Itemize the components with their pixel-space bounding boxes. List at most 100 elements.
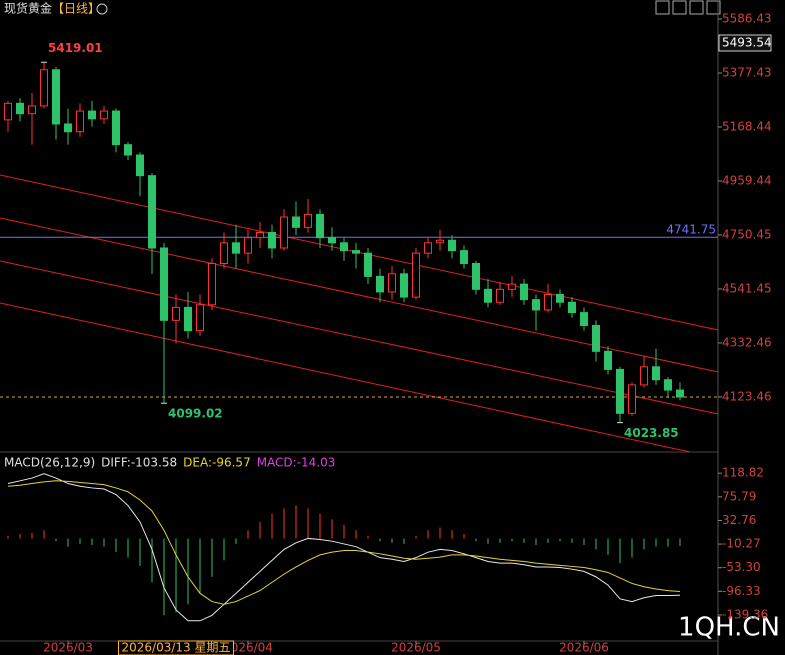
channel-line	[0, 302, 691, 453]
candle-body	[196, 304, 204, 332]
y-tick-label: -53.30	[722, 560, 761, 574]
candle-body	[256, 231, 264, 239]
candle-body	[436, 239, 444, 244]
crosshair-label: 2026/03/13 星期五	[122, 641, 231, 655]
candle-body	[448, 239, 456, 252]
candle-body	[280, 216, 288, 249]
candle-body	[580, 312, 588, 326]
y-tick-label: 75.79	[722, 489, 756, 503]
y-tick-label: 4123.46	[722, 389, 772, 403]
y-tick-label: 4959.44	[722, 173, 772, 187]
y-tick-label: 4750.45	[722, 227, 772, 241]
y-tick-label: 5168.44	[722, 119, 772, 133]
crosshair-box	[118, 640, 234, 655]
y-tick-label: 118.82	[722, 466, 764, 480]
watermark: 1QH.CN	[678, 613, 780, 643]
chart-period: 【日线】	[52, 2, 100, 16]
candle-body	[16, 102, 24, 115]
y-tick-label: 4541.45	[722, 281, 772, 295]
indicator-label: MACD(26,12,9)	[4, 456, 95, 470]
candle-body	[172, 306, 180, 321]
candle-body	[676, 389, 684, 398]
candle-body	[364, 252, 372, 277]
candle-body	[292, 216, 300, 228]
candle-body	[484, 288, 492, 303]
macd-line	[7, 473, 681, 622]
candle-body	[604, 350, 612, 370]
candle-body	[352, 250, 360, 254]
candle-body	[520, 283, 528, 301]
candle-body	[160, 247, 168, 321]
candle-body	[592, 324, 600, 352]
candle-body	[376, 275, 384, 293]
candle-body	[412, 252, 420, 298]
candle-body	[148, 175, 156, 249]
candle-body	[208, 262, 216, 306]
candle-body	[268, 231, 276, 249]
tool-button[interactable]	[706, 0, 721, 15]
candle-body	[568, 301, 576, 314]
candle-body	[460, 250, 468, 264]
macd-line	[7, 480, 681, 605]
x-tick-label: 2026/04	[223, 641, 273, 655]
candle-body	[136, 154, 144, 177]
candle-body	[220, 242, 228, 264]
candle-body	[64, 123, 72, 133]
candle-body	[616, 368, 624, 414]
candle-body	[100, 110, 108, 120]
indicator-label: MACD:-14.03	[257, 456, 336, 470]
candle-body	[424, 242, 432, 254]
candle-body	[124, 144, 132, 156]
candle-body	[88, 110, 96, 120]
x-tick-label: 2026/03	[43, 641, 93, 655]
channel-line	[0, 260, 719, 415]
candle-body	[328, 237, 336, 244]
candle-body	[304, 213, 312, 228]
y-tick-label: 5377.43	[722, 65, 772, 79]
candle-body	[400, 273, 408, 298]
candle-body	[316, 213, 324, 239]
candle-body	[244, 237, 252, 254]
annotation: 4099.02	[168, 407, 223, 421]
candle-body	[28, 105, 36, 115]
candle-body	[532, 299, 540, 311]
candle-body	[652, 366, 660, 381]
candle-body	[496, 288, 504, 303]
price-marker-box	[718, 34, 772, 52]
annotation: 5419.01	[48, 41, 103, 55]
y-tick-label: -10.27	[722, 537, 761, 551]
toolbar	[655, 0, 721, 15]
y-tick-label: 4332.46	[722, 335, 772, 349]
y-tick-label: -139.36	[722, 607, 768, 621]
candle-body	[52, 69, 60, 125]
candle-body	[232, 242, 240, 254]
tool-button[interactable]	[672, 0, 687, 15]
x-tick-label: 2026/06	[559, 641, 609, 655]
y-tick-label: 5586.43	[722, 12, 772, 26]
price-marker: 5493.54	[722, 36, 772, 50]
candle-body	[388, 273, 396, 293]
candle-body	[40, 69, 48, 107]
y-tick-label: -96.33	[722, 584, 761, 598]
candle-body	[472, 262, 480, 290]
candle-body	[628, 384, 636, 414]
candle-body	[340, 242, 348, 252]
x-tick-label: 2026/05	[391, 641, 441, 655]
candle-body	[556, 293, 564, 303]
indicator-label: DEA:-96.57	[183, 456, 251, 470]
candle-body	[4, 102, 12, 121]
candle-body	[112, 110, 120, 146]
hline-label: 4741.75	[666, 223, 716, 237]
add-icon[interactable]	[96, 3, 108, 15]
tool-button[interactable]	[689, 0, 704, 15]
y-tick-label: 32.76	[722, 513, 756, 527]
chart-title: 现货黄金	[4, 1, 52, 16]
annotation: 4023.85	[624, 426, 679, 440]
indicator-label: DIFF:-103.58	[101, 456, 177, 470]
candle-body	[184, 306, 192, 332]
tool-button[interactable]	[655, 0, 670, 15]
candle-body	[544, 293, 552, 311]
candle-body	[640, 366, 648, 386]
